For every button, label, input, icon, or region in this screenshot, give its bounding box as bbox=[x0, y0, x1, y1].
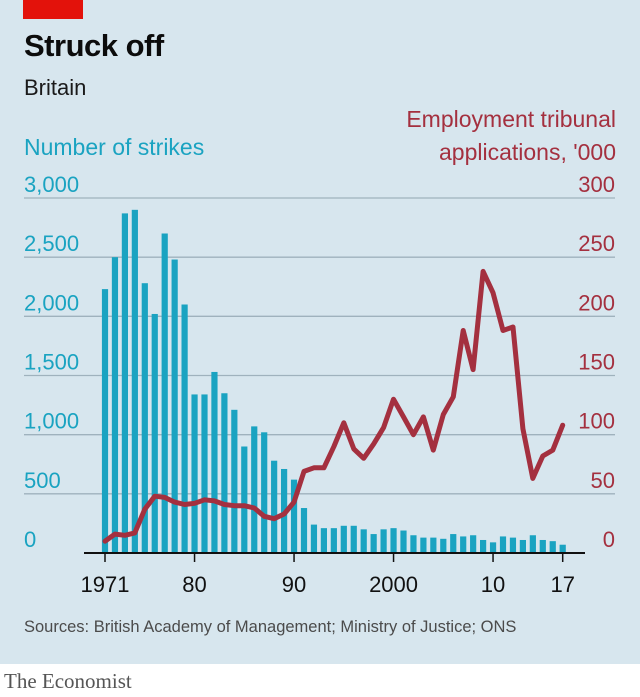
left-axis-label: Number of strikes bbox=[24, 134, 205, 160]
left-tick-label: 1,500 bbox=[24, 350, 79, 375]
strike-bar bbox=[161, 233, 168, 553]
brand-tag bbox=[23, 0, 83, 19]
strike-bar bbox=[340, 525, 347, 553]
left-tick-label: 2,500 bbox=[24, 231, 79, 256]
strike-bar bbox=[171, 259, 178, 553]
strike-bar bbox=[549, 541, 556, 553]
strike-bar bbox=[101, 289, 109, 553]
right-axis-label-line1: Employment tribunal bbox=[406, 106, 616, 132]
strike-bar bbox=[360, 529, 367, 553]
right-tick-label: 100 bbox=[578, 409, 615, 434]
strike-bar bbox=[141, 283, 148, 553]
strike-bar bbox=[121, 213, 128, 553]
strike-bar bbox=[320, 528, 327, 553]
left-tick-label: 3,000 bbox=[24, 172, 79, 197]
source-note: Sources: British Academy of Management; … bbox=[24, 618, 517, 636]
strike-bar bbox=[489, 542, 497, 553]
left-tick-label: 0 bbox=[24, 527, 36, 552]
strike-bar bbox=[529, 535, 536, 553]
strike-bar bbox=[519, 539, 526, 553]
x-tick-label: 2000 bbox=[369, 572, 418, 597]
right-axis-ticks: 300 250 200 150 100 50 0 bbox=[578, 172, 615, 552]
strike-bar bbox=[131, 209, 138, 554]
strike-bar bbox=[310, 524, 318, 553]
strike-bar bbox=[559, 544, 566, 553]
right-tick-label: 200 bbox=[578, 290, 615, 315]
right-tick-label: 0 bbox=[603, 527, 615, 552]
strike-bar bbox=[231, 409, 238, 553]
strike-bar bbox=[539, 539, 546, 553]
tribunal-line bbox=[102, 268, 566, 544]
strike-bar bbox=[211, 371, 218, 553]
strike-bar bbox=[509, 537, 517, 553]
strike-bar bbox=[241, 446, 248, 553]
strike-bar bbox=[410, 535, 417, 553]
right-tick-label: 50 bbox=[591, 468, 615, 493]
right-tick-label: 300 bbox=[578, 172, 615, 197]
strike-bar bbox=[191, 394, 198, 553]
x-tick-label: 10 bbox=[481, 572, 505, 597]
strike-bar bbox=[350, 525, 357, 553]
strike-bar bbox=[430, 537, 437, 553]
x-tick-label: 90 bbox=[282, 572, 306, 597]
right-axis-label: Employment tribunal applications, '000 bbox=[316, 103, 616, 169]
right-axis-label-text: Employment tribunal applications, '000 bbox=[406, 106, 616, 165]
strike-bar bbox=[440, 538, 447, 553]
left-tick-label: 500 bbox=[24, 468, 61, 493]
strike-bar bbox=[251, 426, 258, 553]
economist-logo: The Economist bbox=[4, 669, 132, 693]
left-axis-ticks: 3,000 2,500 2,000 1,500 1,000 500 0 bbox=[24, 172, 79, 552]
strike-bar bbox=[450, 534, 457, 553]
strike-bar bbox=[480, 539, 487, 553]
chart-subtitle: Britain bbox=[24, 75, 87, 100]
right-tick-label: 150 bbox=[578, 350, 615, 375]
strike-bar bbox=[181, 304, 188, 553]
strike-bar bbox=[420, 537, 427, 553]
strike-bar bbox=[330, 528, 337, 553]
strike-bar bbox=[271, 460, 278, 553]
chart-title: Struck off bbox=[24, 28, 164, 63]
strike-bar bbox=[261, 432, 268, 553]
strike-bar bbox=[151, 313, 158, 553]
right-tick-label: 250 bbox=[578, 231, 615, 256]
left-tick-label: 1,000 bbox=[24, 409, 79, 434]
strike-bar bbox=[390, 528, 397, 553]
right-axis-label-line2: applications, '000 bbox=[438, 139, 616, 165]
strike-bar bbox=[380, 529, 387, 553]
x-axis-ticks: 1971 80 90 2000 10 17 bbox=[81, 553, 575, 597]
chart-panel: Struck off Britain Number of strikes Emp… bbox=[0, 0, 640, 664]
strike-bar bbox=[111, 257, 119, 553]
strike-bar bbox=[400, 530, 407, 553]
strike-bar bbox=[201, 394, 208, 553]
left-tick-label: 2,000 bbox=[24, 290, 79, 315]
strike-bar bbox=[290, 479, 298, 553]
x-tick-label: 80 bbox=[182, 572, 206, 597]
strike-bar bbox=[470, 535, 477, 553]
x-tick-label: 1971 bbox=[81, 572, 130, 597]
x-tick-label: 17 bbox=[550, 572, 574, 597]
strike-bar bbox=[370, 534, 377, 553]
strike-bar bbox=[221, 393, 228, 553]
strike-bar bbox=[499, 536, 507, 553]
strike-bar bbox=[460, 536, 467, 553]
strike-bar bbox=[300, 508, 308, 553]
